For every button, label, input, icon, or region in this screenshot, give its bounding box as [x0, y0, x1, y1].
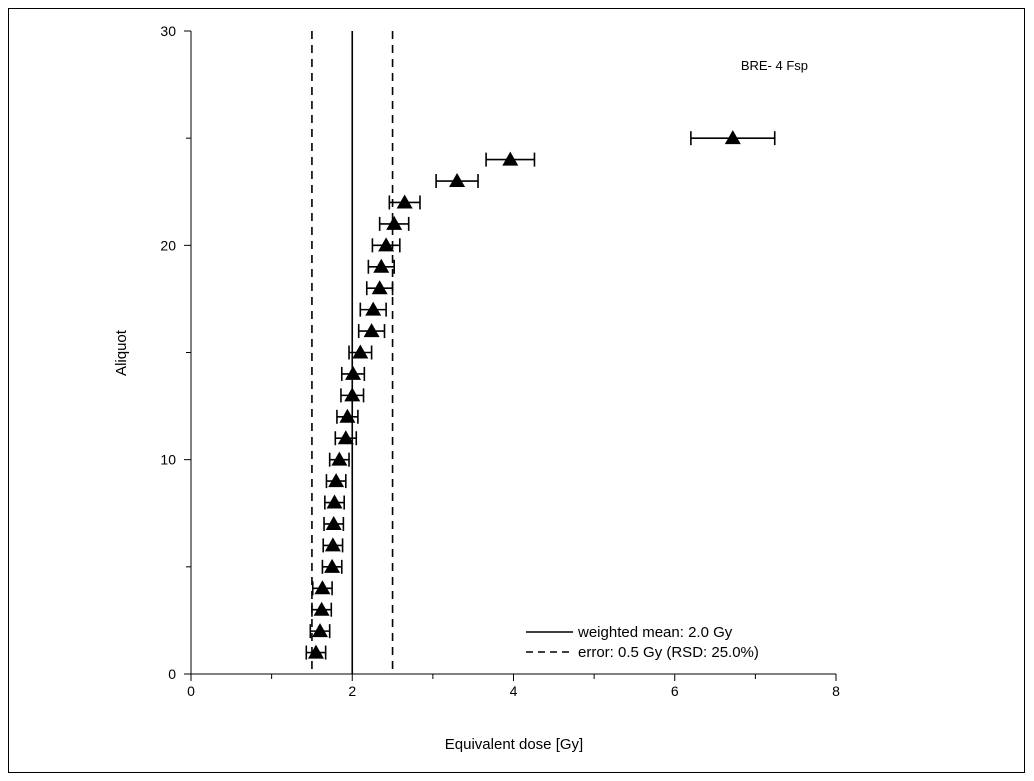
data-point-triangle: [386, 215, 403, 230]
data-point-triangle: [344, 387, 361, 402]
data-point-triangle: [363, 323, 380, 338]
data-point-triangle: [449, 173, 466, 188]
legend-label-error: error: 0.5 Gy (RSD: 25.0%): [578, 644, 759, 661]
x-tick-label: 8: [832, 683, 840, 699]
data-point-triangle: [365, 301, 382, 316]
y-tick-label: 30: [160, 23, 176, 39]
data-point-triangle: [324, 558, 341, 573]
x-tick-label: 4: [510, 683, 518, 699]
data-point-triangle: [345, 365, 362, 380]
data-point-triangle: [396, 194, 413, 209]
data-point-triangle: [324, 537, 341, 552]
axes: 0 2 4 6 8 0 10 20 30: [160, 23, 840, 699]
error-bars: [305, 131, 776, 660]
data-point-triangle: [314, 580, 331, 595]
chart-title: BRE- 4 Fsp: [741, 58, 808, 73]
data-point-triangle: [328, 473, 345, 488]
data-point-triangle: [331, 451, 348, 466]
data-point-triangle: [313, 601, 330, 616]
x-tick-label: 2: [348, 683, 356, 699]
data-point-triangle: [312, 623, 328, 638]
data-point-triangle: [352, 344, 369, 359]
y-tick-label: 0: [168, 666, 176, 682]
x-axis-label: Equivalent dose [Gy]: [445, 736, 583, 753]
x-tick-label: 0: [187, 683, 195, 699]
data-point-triangle: [371, 280, 388, 295]
x-tick-label: 6: [671, 683, 679, 699]
legend-label-mean: weighted mean: 2.0 Gy: [577, 624, 733, 641]
data-point-triangle: [378, 237, 395, 252]
y-tick-label: 20: [160, 237, 176, 253]
data-point-triangle: [339, 408, 356, 423]
chart-frame: [8, 8, 1025, 773]
legend: weighted mean: 2.0 Gy error: 0.5 Gy (RSD…: [526, 624, 759, 661]
data-point-triangle: [502, 151, 519, 166]
data-point-triangle: [325, 515, 342, 530]
y-tick-label: 10: [160, 452, 176, 468]
data-point-triangle: [337, 430, 354, 445]
data-point-triangle: [373, 258, 390, 273]
data-point-triangle: [724, 130, 741, 145]
data-point-triangle: [326, 494, 343, 509]
y-axis-label: Aliquot: [113, 329, 130, 376]
data-points: [307, 130, 741, 659]
data-point-triangle: [307, 644, 324, 659]
